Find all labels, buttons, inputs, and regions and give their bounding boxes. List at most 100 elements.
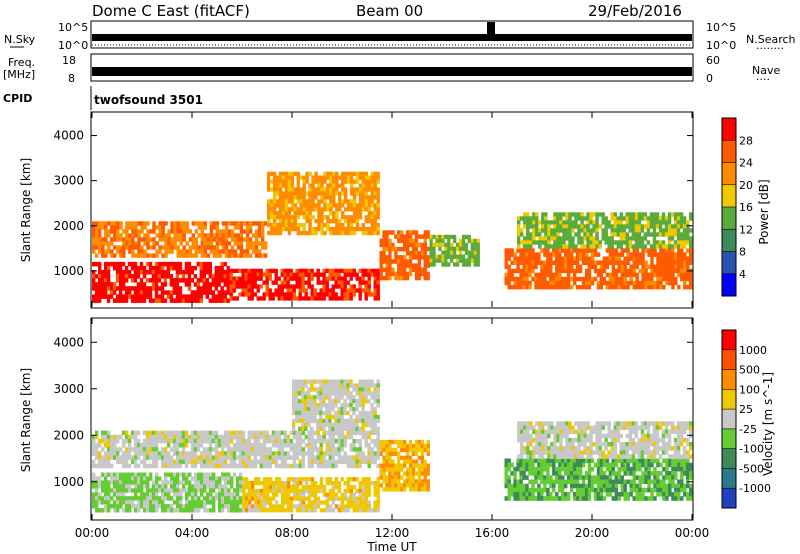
echo-cell-p0-r7 — [610, 240, 614, 245]
echo-cell-p0-r7 — [637, 244, 642, 249]
echo-cell-p1-r2 — [262, 496, 267, 501]
echo-cell-p0-r6 — [581, 260, 586, 265]
echo-cell-p1-r1 — [214, 434, 219, 440]
echo-cell-p0-r6 — [534, 280, 538, 286]
echo-cell-p1-r1 — [92, 463, 96, 469]
echo-cell-p0-r0 — [208, 282, 212, 287]
echo-cell-p1-r4 — [423, 463, 427, 468]
echo-cell-p0-r0 — [133, 294, 138, 299]
echo-cell-p0-r1 — [122, 229, 126, 234]
echo-cell-p0-r5 — [461, 238, 466, 244]
echo-cell-p1-r3 — [310, 426, 314, 431]
echo-cell-p0-r3 — [317, 211, 321, 216]
echo-cell-p0-r4 — [403, 234, 407, 239]
echo-cell-p0-r2 — [310, 292, 314, 297]
echo-cell-p0-r2 — [232, 276, 236, 281]
echo-cell-p1-r2 — [343, 492, 347, 497]
echo-cell-p0-r2 — [319, 296, 323, 301]
echo-cell-p1-r3 — [364, 410, 368, 416]
echo-cell-p0-r3 — [317, 207, 321, 212]
echo-cell-p1-r1 — [193, 451, 198, 456]
echo-cell-p0-r7 — [613, 232, 617, 237]
echo-cell-p1-r0 — [107, 500, 111, 505]
echo-cell-p1-r4 — [403, 443, 407, 449]
echo-cell-p1-r0 — [161, 492, 165, 497]
echo-cell-p1-r3 — [310, 403, 314, 408]
echo-cell-p1-r0 — [200, 488, 204, 493]
echo-cell-p1-r3 — [373, 418, 377, 424]
echo-cell-p1-r1 — [340, 443, 344, 448]
echo-cell-p0-r2 — [367, 272, 371, 277]
echo-cell-p0-r6 — [555, 248, 559, 253]
echo-cell-p1-r1 — [244, 438, 249, 444]
echo-cell-p0-r6 — [608, 252, 613, 257]
echo-cell-p0-r1 — [245, 241, 250, 246]
echo-cell-p1-r1 — [271, 430, 276, 436]
echo-cell-p0-r1 — [98, 233, 102, 238]
echo-cell-p1-r5 — [552, 479, 556, 485]
echo-cell-p1-r0 — [227, 480, 231, 485]
echo-cell-p0-r0 — [208, 270, 212, 275]
echo-cell-p1-r1 — [119, 455, 123, 460]
echo-cell-p0-r5 — [444, 242, 448, 247]
echo-cell-p0-r2 — [238, 284, 242, 289]
echo-cell-p1-r0 — [143, 480, 147, 485]
echo-cell-p0-r4 — [406, 234, 410, 239]
echo-cell-p0-r7 — [553, 220, 557, 225]
echo-cell-p1-r1 — [253, 438, 258, 444]
echo-cell-p1-r1 — [232, 430, 237, 436]
echo-cell-p1-r4 — [397, 471, 401, 476]
echo-cell-p1-r1 — [370, 430, 374, 436]
echo-cell-p0-r2 — [250, 288, 254, 293]
echo-cell-p1-r5 — [543, 487, 547, 493]
echo-cell-p0-r1 — [206, 241, 211, 246]
echo-cell-p0-r4 — [426, 230, 430, 235]
echo-cell-p0-r3 — [358, 226, 363, 232]
echo-cell-p0-r0 — [163, 282, 168, 287]
echo-cell-p1-r2 — [254, 508, 258, 513]
echo-cell-p1-r0 — [137, 476, 141, 481]
echo-cell-p0-r7 — [559, 216, 563, 221]
echo-cell-p0-r0 — [226, 265, 230, 271]
echo-cell-p1-r5 — [534, 466, 538, 472]
echo-cell-p0-r1 — [113, 237, 117, 242]
echo-cell-p1-r5 — [534, 458, 538, 464]
echo-cell-p0-r1 — [242, 237, 247, 242]
echo-cell-p1-r1 — [355, 438, 359, 444]
echo-cell-p0-r0 — [109, 261, 114, 267]
nsky-strip: N.Sky 10^5 10^0 10^5 10^0 N.Search .....… — [4, 20, 796, 52]
echo-cell-p0-r2 — [364, 292, 368, 297]
echo-cell-p1-r2 — [274, 481, 279, 486]
echo-cell-p1-r1 — [113, 447, 117, 452]
echo-cell-p0-r1 — [236, 241, 241, 246]
echo-cell-p1-r3 — [298, 418, 302, 424]
echo-cell-p1-r1 — [292, 447, 297, 452]
echo-cell-p0-r3 — [299, 195, 303, 200]
echo-cell-p0-r3 — [352, 215, 357, 220]
echo-cell-p0-r3 — [349, 175, 354, 180]
echo-cell-p1-r1 — [107, 451, 111, 456]
echo-cell-p0-r5 — [470, 254, 474, 259]
echo-cell-p1-r5 — [528, 496, 532, 501]
echo-cell-p1-r3 — [313, 399, 317, 404]
echo-cell-p0-r0 — [151, 298, 156, 303]
echo-cell-p1-r0 — [218, 480, 222, 485]
echo-cell-p0-r1 — [230, 233, 235, 238]
echo-cell-p1-r4 — [408, 447, 413, 453]
echo-cell-p0-r7 — [682, 240, 687, 245]
echo-cell-p1-r3 — [355, 403, 359, 408]
echo-cell-p0-r0 — [220, 278, 224, 283]
echo-cell-p1-r3 — [358, 391, 362, 396]
echo-cell-p0-r6 — [522, 252, 526, 257]
echo-cell-p1-r1 — [217, 438, 222, 444]
echo-cell-p0-r6 — [650, 248, 654, 253]
echo-cell-p1-r1 — [151, 443, 156, 448]
echo-cell-p0-r0 — [121, 270, 126, 275]
echo-cell-p1-r2 — [256, 508, 261, 513]
echo-cell-p0-r6 — [543, 252, 547, 257]
echo-cell-p0-r0 — [115, 261, 120, 267]
echo-cell-p0-r0 — [127, 290, 132, 295]
echo-cell-p1-r1 — [217, 455, 222, 460]
echo-cell-p0-r4 — [385, 234, 389, 239]
echo-cell-p1-r1 — [116, 459, 120, 465]
